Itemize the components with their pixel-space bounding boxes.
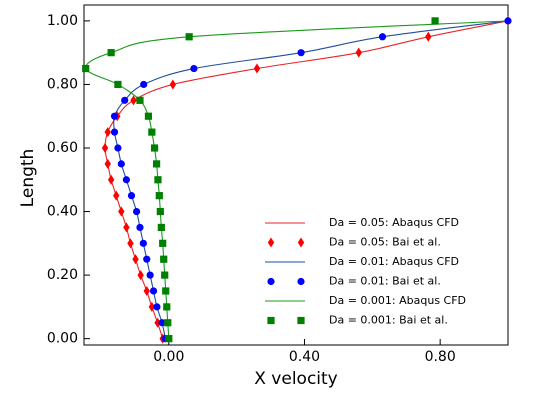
cfd-line	[104, 20, 509, 339]
legend-label: Da = 0.01: Bai et al.	[329, 275, 441, 288]
data-point	[140, 80, 148, 89]
legend-marker	[267, 277, 275, 286]
data-point	[190, 64, 198, 73]
cfd-line	[113, 20, 509, 339]
y-tick-label: 0.20	[47, 267, 78, 283]
data-point	[110, 128, 119, 136]
legend-marker	[297, 316, 305, 325]
data-point	[148, 301, 156, 312]
data-point	[157, 223, 165, 232]
data-point	[132, 254, 139, 265]
data-point	[148, 128, 156, 136]
data-point	[378, 33, 387, 41]
data-point	[185, 33, 193, 41]
data-point	[130, 95, 137, 106]
legend-marker	[267, 316, 275, 325]
data-point	[122, 176, 130, 184]
data-point	[123, 222, 130, 233]
data-point	[431, 17, 439, 25]
x-tick-label: 0.40	[289, 349, 320, 365]
cfd-line	[85, 20, 509, 339]
data-point	[104, 158, 111, 169]
data-point	[101, 142, 109, 153]
data-point	[107, 174, 115, 185]
data-point	[169, 79, 177, 90]
y-tick-label: 0.80	[47, 76, 78, 92]
data-point	[114, 80, 122, 89]
data-point	[504, 17, 512, 25]
data-point	[132, 207, 141, 216]
data-point	[160, 255, 168, 263]
data-point	[164, 319, 172, 327]
data-point	[163, 303, 171, 311]
data-point	[150, 144, 159, 152]
data-point	[121, 96, 129, 104]
x-tick-label: 0.00	[153, 349, 184, 365]
data-point	[118, 206, 125, 217]
legend-marker	[297, 237, 305, 248]
data-point	[117, 160, 125, 168]
data-point	[113, 190, 120, 201]
data-point	[425, 31, 432, 42]
data-point	[137, 270, 144, 281]
data-point	[143, 255, 151, 263]
data-point	[154, 317, 161, 328]
data-point	[127, 192, 136, 200]
data-point	[165, 335, 173, 343]
data-point	[156, 207, 164, 216]
data-point	[136, 223, 144, 232]
data-point	[114, 144, 122, 152]
data-point	[152, 160, 161, 168]
x-axis-label: X velocity	[254, 369, 338, 389]
data-point	[143, 285, 150, 296]
data-point	[158, 319, 166, 327]
plot-frame	[83, 4, 509, 346]
data-point	[107, 49, 115, 57]
legend-label: Da = 0.05: Bai et al.	[329, 236, 441, 249]
data-point	[355, 47, 362, 58]
data-point	[297, 49, 305, 57]
x-tick-label: 0.80	[425, 349, 456, 365]
legend-label: Da = 0.001: Abaqus CFD	[329, 294, 466, 307]
y-tick-label: 0.00	[47, 331, 78, 347]
data-point	[144, 112, 153, 120]
data-point	[149, 287, 158, 295]
legend-marker	[297, 277, 305, 286]
data-point	[82, 64, 90, 73]
legend-marker	[267, 237, 275, 248]
data-point	[110, 112, 119, 120]
data-point	[154, 176, 162, 184]
y-tick-label: 0.60	[47, 140, 78, 156]
data-point	[127, 238, 134, 249]
data-point	[155, 192, 163, 200]
data-point	[253, 63, 261, 74]
y-axis-label: Length	[18, 149, 38, 208]
legend-label: Da = 0.01: Abaqus CFD	[329, 255, 459, 268]
legend-label: Da = 0.05: Abaqus CFD	[329, 216, 459, 229]
data-point	[162, 287, 170, 295]
data-point	[159, 239, 167, 247]
data-point	[136, 96, 144, 104]
y-tick-label: 1.00	[47, 13, 78, 29]
data-point	[104, 127, 111, 138]
data-point	[161, 271, 169, 279]
legend-label: Da = 0.001: Bai et al.	[329, 314, 448, 327]
data-point	[139, 239, 147, 247]
data-point	[153, 303, 161, 311]
y-tick-label: 0.40	[47, 204, 78, 220]
data-point	[146, 271, 154, 279]
